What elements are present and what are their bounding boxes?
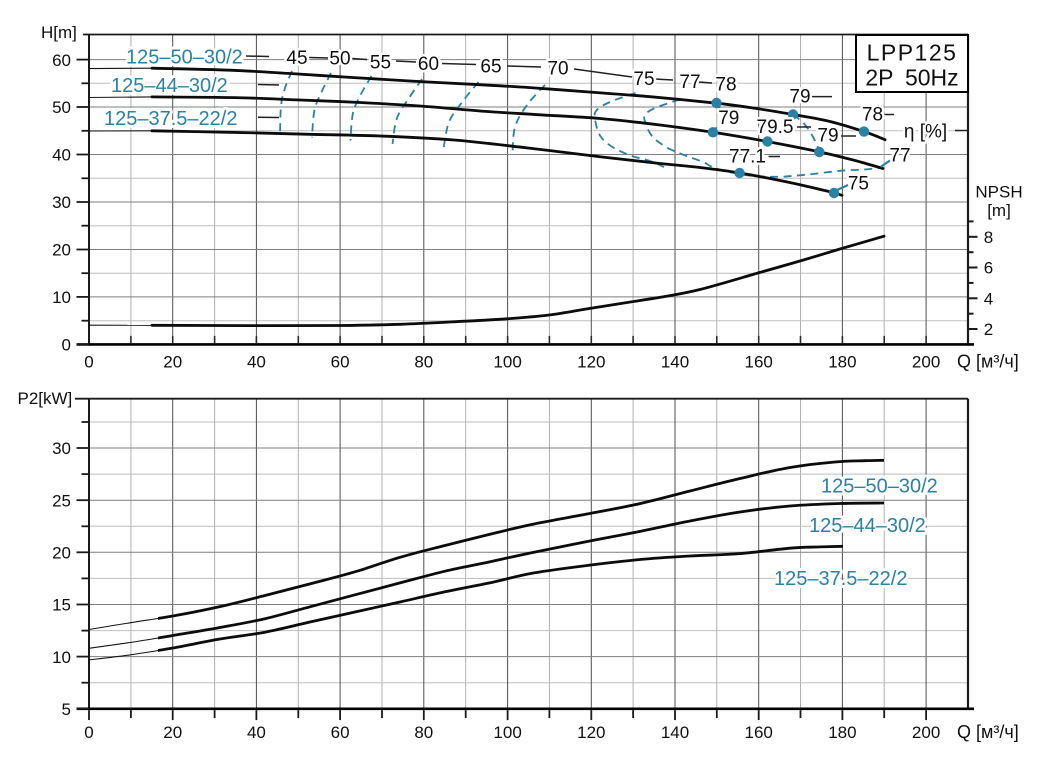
svg-text:180: 180: [828, 723, 856, 742]
svg-text:160: 160: [745, 723, 773, 742]
svg-text:50: 50: [52, 98, 71, 117]
svg-text:55: 55: [370, 52, 391, 73]
svg-text:0: 0: [84, 353, 93, 372]
svg-text:140: 140: [661, 353, 689, 372]
svg-text:80: 80: [414, 723, 433, 742]
svg-text:0: 0: [62, 336, 71, 355]
svg-text:45: 45: [286, 48, 307, 69]
svg-text:140: 140: [661, 723, 689, 742]
svg-text:65: 65: [480, 56, 501, 77]
svg-text:Q [м³/ч]: Q [м³/ч]: [957, 352, 1019, 372]
svg-text:78: 78: [715, 74, 736, 95]
svg-text:60: 60: [52, 51, 71, 70]
svg-text:NPSH: NPSH: [975, 183, 1022, 202]
svg-text:0: 0: [84, 723, 93, 742]
svg-text:40: 40: [247, 723, 266, 742]
svg-text:100: 100: [493, 353, 521, 372]
svg-text:79: 79: [817, 125, 838, 146]
svg-text:LPP125: LPP125: [867, 40, 958, 66]
svg-text:[m]: [m]: [987, 201, 1011, 220]
svg-text:40: 40: [247, 353, 266, 372]
svg-text:25: 25: [52, 491, 71, 510]
svg-text:125–37.5–22/2: 125–37.5–22/2: [104, 108, 237, 130]
svg-text:2P 50Hz: 2P 50Hz: [865, 65, 958, 91]
svg-text:Q [м³/ч]: Q [м³/ч]: [957, 722, 1019, 742]
svg-text:60: 60: [418, 54, 439, 75]
svg-text:30: 30: [52, 439, 71, 458]
svg-text:2: 2: [984, 320, 993, 339]
svg-text:20: 20: [52, 241, 71, 260]
svg-text:8: 8: [984, 228, 993, 247]
svg-text:125–50–30/2: 125–50–30/2: [126, 46, 243, 68]
svg-text:H[m]: H[m]: [41, 23, 77, 42]
svg-text:79: 79: [718, 108, 739, 129]
svg-text:125–37.5–22/2: 125–37.5–22/2: [774, 568, 907, 590]
svg-text:70: 70: [547, 58, 568, 79]
svg-text:160: 160: [745, 353, 773, 372]
svg-text:η [%]: η [%]: [904, 122, 947, 143]
svg-text:30: 30: [52, 193, 71, 212]
svg-text:20: 20: [163, 723, 182, 742]
svg-text:60: 60: [331, 723, 350, 742]
svg-text:5: 5: [62, 700, 71, 719]
svg-text:120: 120: [577, 723, 605, 742]
svg-text:20: 20: [52, 544, 71, 563]
svg-text:50: 50: [329, 48, 350, 69]
svg-text:125–44–30/2: 125–44–30/2: [809, 515, 926, 537]
svg-text:80: 80: [414, 353, 433, 372]
svg-text:40: 40: [52, 146, 71, 165]
svg-text:20: 20: [163, 353, 182, 372]
svg-text:6: 6: [984, 259, 993, 278]
svg-text:180: 180: [828, 353, 856, 372]
svg-text:78: 78: [862, 104, 883, 125]
svg-text:75: 75: [633, 69, 654, 90]
svg-text:15: 15: [52, 596, 71, 615]
svg-text:200: 200: [912, 723, 940, 742]
svg-text:125–50–30/2: 125–50–30/2: [821, 476, 938, 498]
svg-text:10: 10: [52, 288, 71, 307]
svg-text:77.1: 77.1: [729, 147, 766, 168]
svg-text:75: 75: [848, 174, 869, 195]
svg-text:77: 77: [679, 72, 700, 93]
svg-text:125–44–30/2: 125–44–30/2: [111, 75, 228, 97]
svg-text:200: 200: [912, 353, 940, 372]
svg-text:77: 77: [889, 145, 910, 166]
svg-text:4: 4: [984, 290, 993, 309]
svg-text:60: 60: [331, 353, 350, 372]
svg-text:10: 10: [52, 648, 71, 667]
svg-text:120: 120: [577, 353, 605, 372]
svg-text:79.5: 79.5: [757, 117, 794, 138]
svg-text:P2[kW]: P2[kW]: [18, 389, 73, 408]
svg-text:100: 100: [493, 723, 521, 742]
svg-text:79: 79: [789, 86, 810, 107]
